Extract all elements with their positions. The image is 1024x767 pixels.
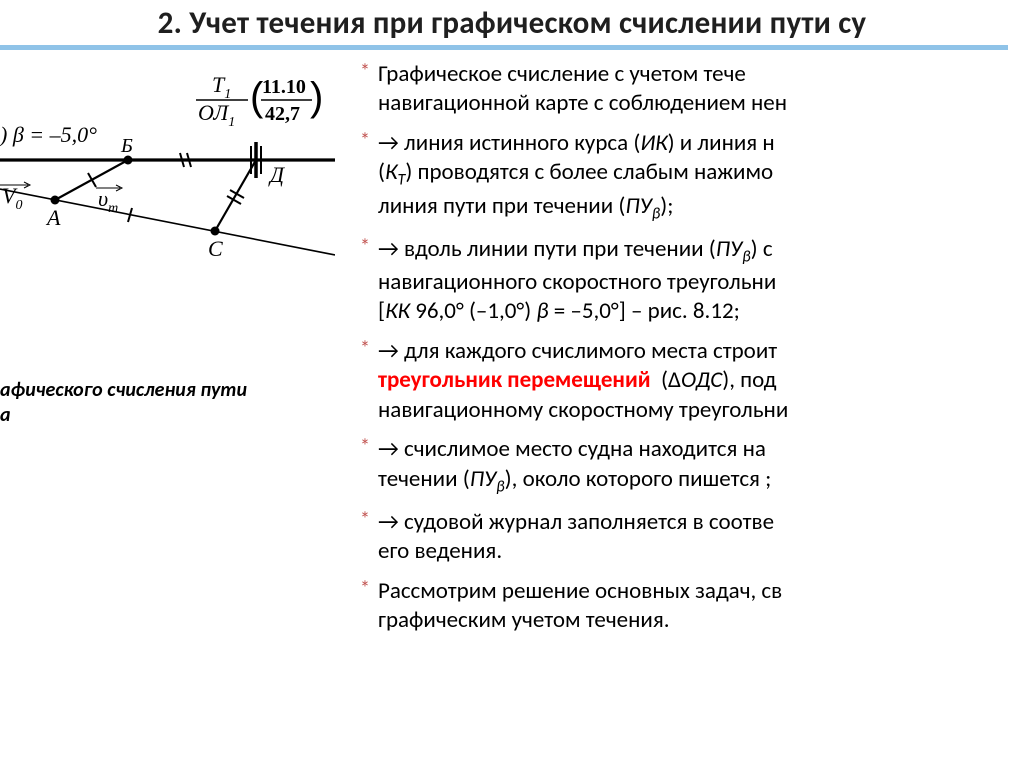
bullet-item: * → судовой журнал заполняется в соотвеег… xyxy=(360,508,1024,567)
fraction-group: T1 ОЛ1 xyxy=(196,72,248,130)
bullet-text: → судовой журнал заполняется в соотвеего… xyxy=(378,508,774,565)
label-A: А xyxy=(45,205,61,230)
vt-vector: υт xyxy=(96,185,122,216)
bullet-text: → вдоль линии пути при течении (ПУβ) сна… xyxy=(378,235,776,326)
svg-text:υт: υт xyxy=(98,186,118,216)
bullet-item: * → счислимое место судна находится на те… xyxy=(360,435,1024,498)
body-text: * Графическое счисление с учетом теченави… xyxy=(360,60,1024,645)
tick-AB xyxy=(88,173,96,187)
svg-text:Д: Д xyxy=(268,162,285,187)
accent-band xyxy=(0,45,1008,50)
bullet-star-icon: * xyxy=(360,337,370,363)
slide-title: 2. Учет течения при графическом счислени… xyxy=(0,4,1024,42)
bullet-star-icon: * xyxy=(360,235,370,261)
paren-group: ( 11.10 42,7 ) xyxy=(250,75,323,125)
bullet-star-icon: * xyxy=(360,60,370,86)
label-B: Б xyxy=(120,135,133,157)
bullet-item: * Графическое счисление с учетом теченави… xyxy=(360,60,1024,119)
bullet-item: * → линия истинного курса (ИК) и линия н(… xyxy=(360,129,1024,225)
bullet-text: Рассмотрим решение основных задач, свгра… xyxy=(378,577,782,634)
bullet-text: → линия истинного курса (ИК) и линия н(К… xyxy=(378,129,775,220)
bullet-star-icon: * xyxy=(360,129,370,155)
bullet-star-icon: * xyxy=(360,508,370,534)
beta-label: ) β = –5,0° xyxy=(0,122,97,147)
figure-caption: афического счисления путиа xyxy=(0,378,335,428)
svg-text:11.10: 11.10 xyxy=(262,76,306,98)
bullet-star-icon: * xyxy=(360,577,370,603)
svg-text:T1: T1 xyxy=(212,72,231,102)
bullet-text: Графическое счисление с учетом теченавиг… xyxy=(378,60,787,117)
svg-text:42,7: 42,7 xyxy=(265,103,300,125)
svg-text:): ) xyxy=(310,75,323,119)
bullet-text: → счислимое место судна находится на теч… xyxy=(378,435,771,492)
navigation-diagram: T1 ОЛ1 ( 11.10 42,7 ) ) β = –5,0° Б xyxy=(0,70,335,285)
svg-text:V0: V0 xyxy=(2,183,22,213)
bullet-item: * → для каждого счислимого места строиттр… xyxy=(360,337,1024,425)
bullet-item: * → вдоль линии пути при течении (ПУβ) сн… xyxy=(360,235,1024,327)
point-D-group: Д xyxy=(251,142,285,187)
segment-CD xyxy=(215,160,256,231)
bullet-text: → для каждого счислимого места строиттре… xyxy=(378,337,788,424)
svg-text:ОЛ1: ОЛ1 xyxy=(198,100,235,130)
label-C: С xyxy=(208,236,223,261)
bullet-star-icon: * xyxy=(360,435,370,461)
bullet-item: * Рассмотрим решение основных задач, свгр… xyxy=(360,577,1024,636)
v0-vector: V0 xyxy=(0,182,30,213)
